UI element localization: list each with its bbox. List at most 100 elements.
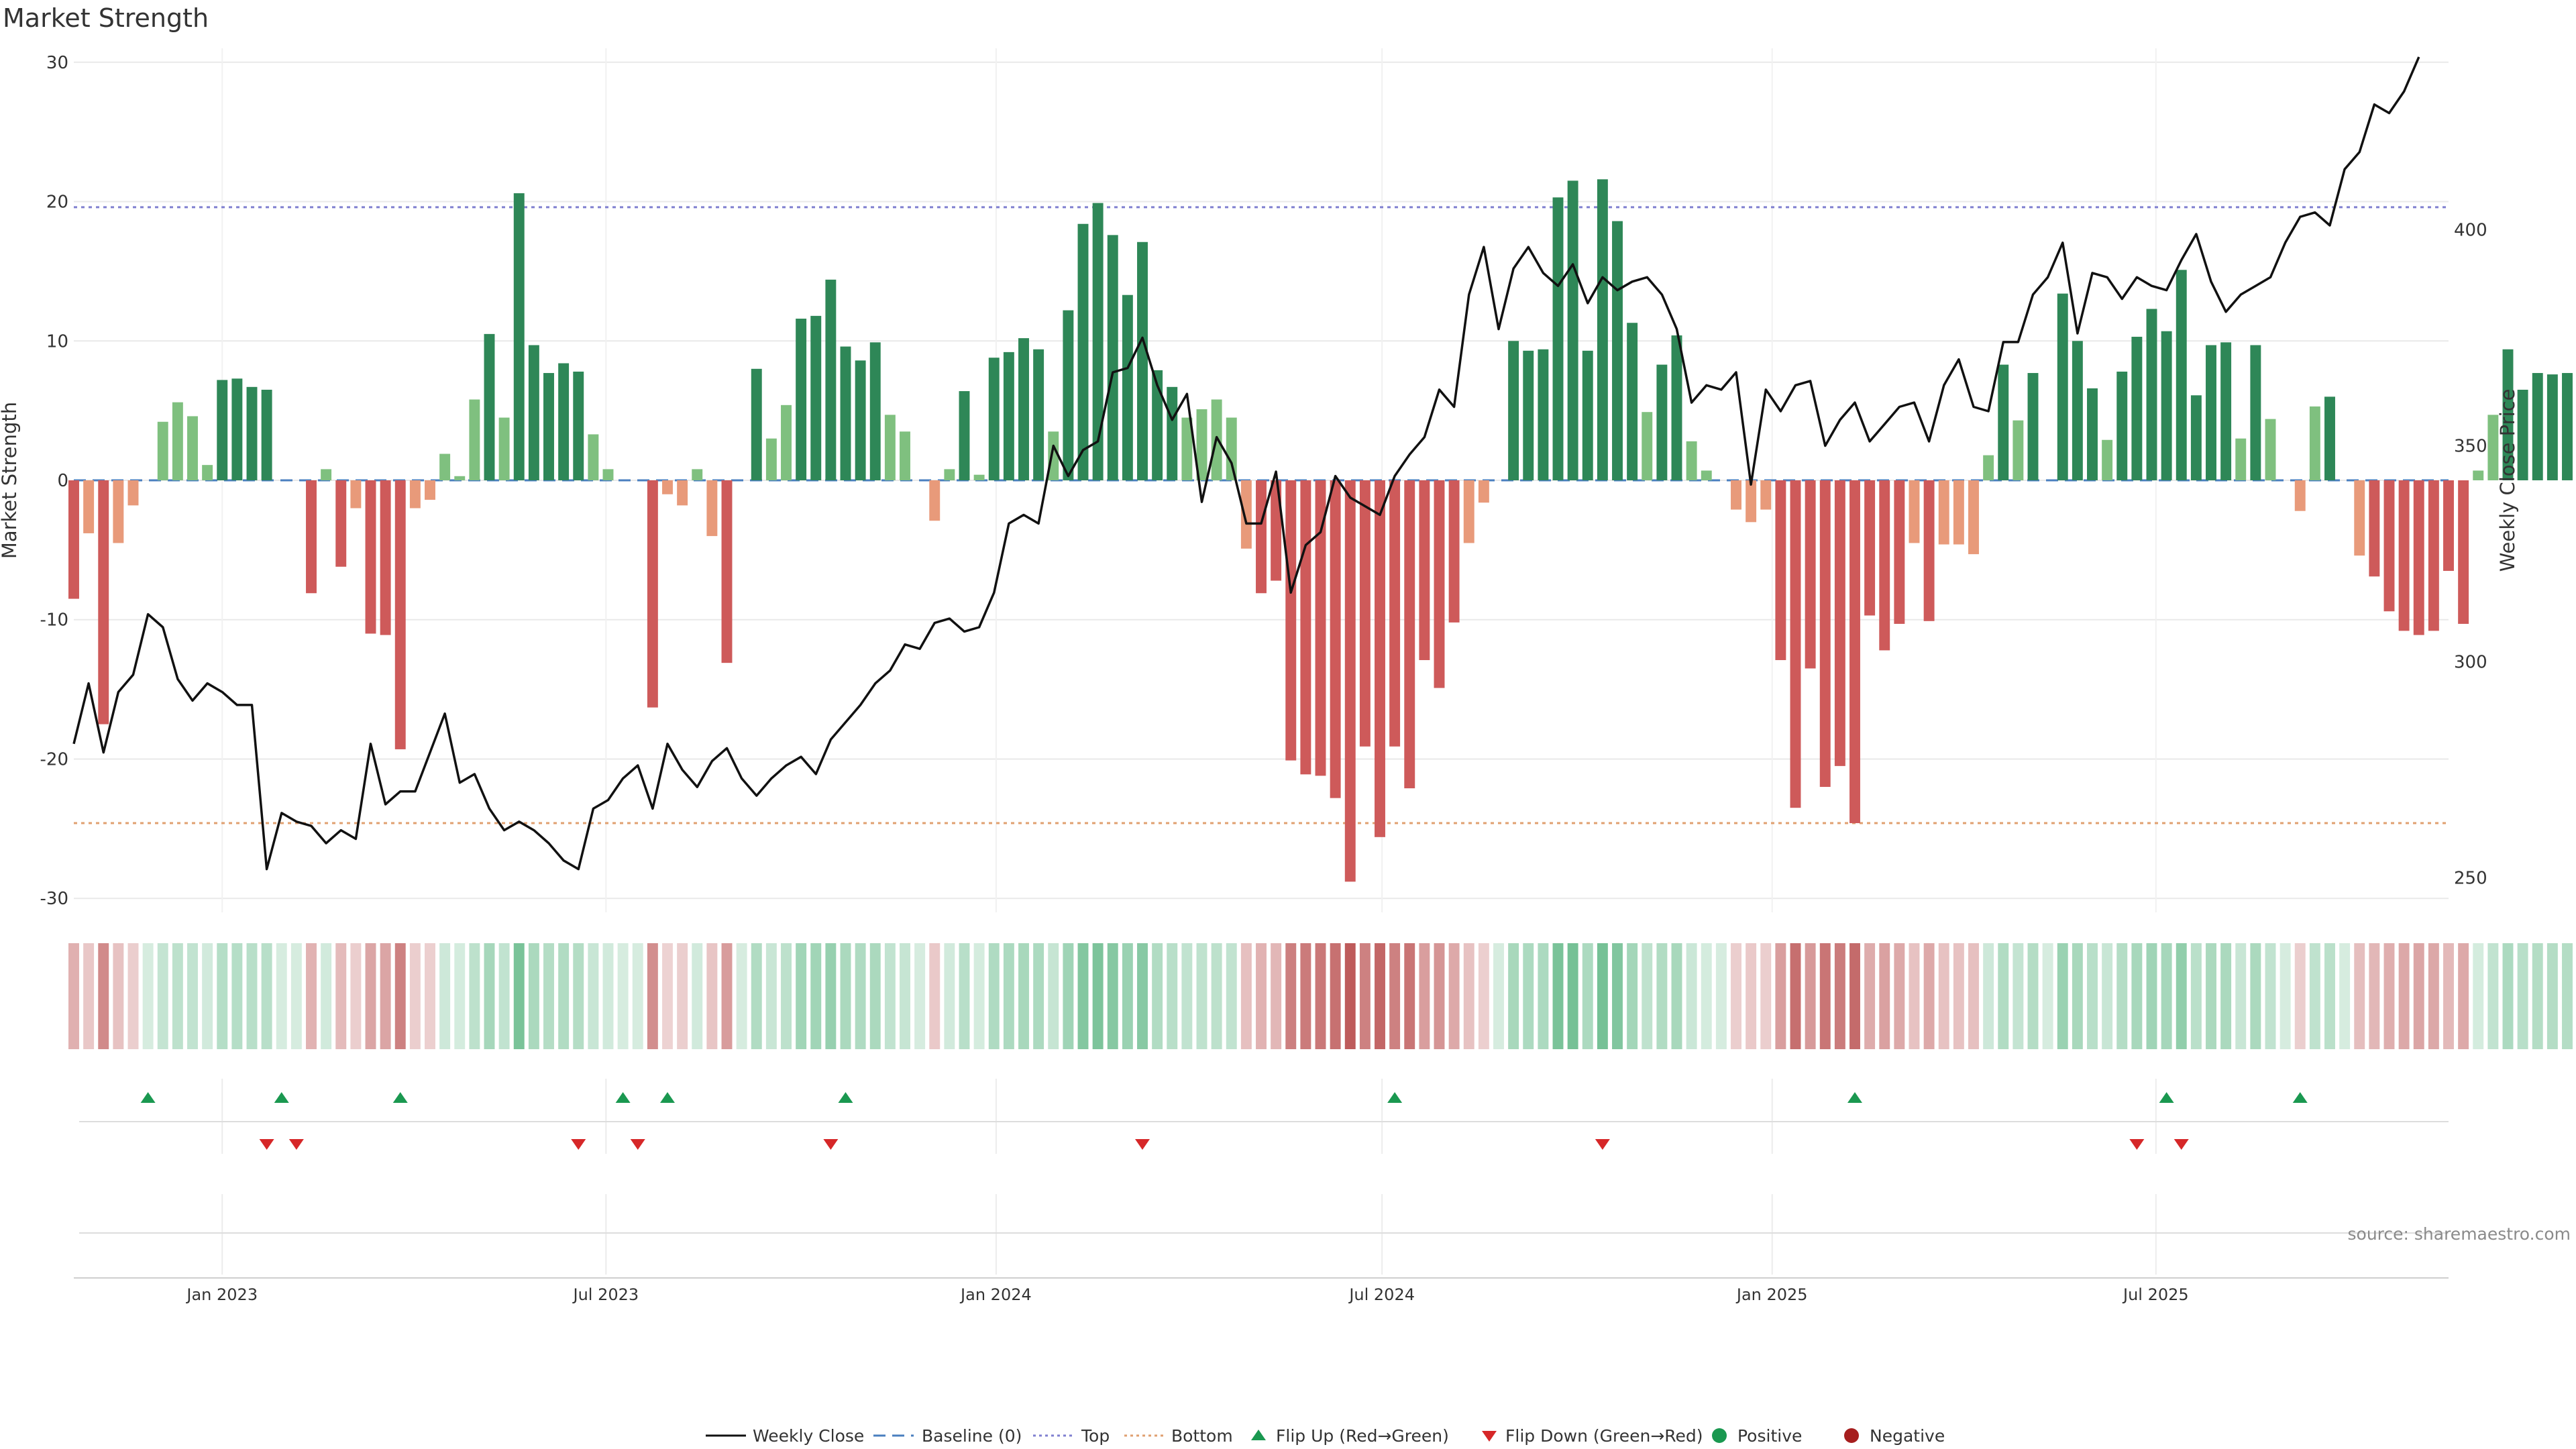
heat-cell <box>2458 943 2469 1049</box>
heat-cell <box>796 943 807 1049</box>
heat-cell <box>558 943 570 1049</box>
heat-cell <box>1344 943 1356 1049</box>
strength-bar <box>721 480 733 663</box>
y-tick-label: -10 <box>40 610 68 631</box>
heat-cell <box>187 943 198 1049</box>
legend-positive: Positive <box>1737 1426 1802 1446</box>
strength-bar <box>231 378 243 480</box>
heat-cell <box>1256 943 1267 1049</box>
heat-cell <box>350 943 362 1049</box>
flip-down-marker <box>1595 1139 1610 1150</box>
heat-cell <box>1092 943 1104 1049</box>
legend-negative-swatch <box>1844 1428 1859 1443</box>
heat-cell <box>513 943 525 1049</box>
heat-cell <box>1419 943 1430 1049</box>
strength-bar <box>1953 480 1964 545</box>
heat-cell <box>2324 943 2335 1049</box>
heat-cell <box>736 943 747 1049</box>
heat-cell <box>2190 943 2202 1049</box>
strength-bar <box>810 315 822 480</box>
strength-bar <box>261 389 272 480</box>
strength-bar <box>1760 480 1772 510</box>
heat-cell <box>246 943 258 1049</box>
strength-bar <box>855 360 866 480</box>
heat-cell <box>1805 943 1816 1049</box>
heat-cell <box>855 943 866 1049</box>
heat-cell <box>1271 943 1282 1049</box>
strength-bar <box>2398 480 2410 631</box>
heat-cell <box>2443 943 2454 1049</box>
heat-cell <box>1731 943 1741 1049</box>
strength-bar <box>840 346 851 480</box>
heat-cell <box>1508 943 1519 1049</box>
legend-top: Top <box>1081 1426 1110 1446</box>
heat-cell <box>1404 943 1415 1049</box>
strength-bar <box>1938 480 1949 545</box>
heat-cell <box>1330 943 1341 1049</box>
strength-bar <box>944 469 955 480</box>
heat-cell <box>944 943 955 1049</box>
strength-bar <box>2102 439 2113 480</box>
heat-cell <box>2413 943 2424 1049</box>
flip-down-marker <box>1135 1139 1150 1150</box>
strength-bar <box>1849 480 1860 824</box>
source-note: source: sharemaestro.com <box>2348 1224 2571 1244</box>
heat-cell <box>2042 943 2053 1049</box>
strength-bar <box>1923 480 1935 621</box>
heat-cell <box>677 943 688 1049</box>
strength-bar <box>83 480 95 533</box>
heat-cell <box>706 943 718 1049</box>
heat-cell <box>142 943 154 1049</box>
heat-cell <box>2220 943 2232 1049</box>
strength-bar <box>380 480 391 635</box>
flip-up-marker <box>2292 1092 2308 1103</box>
strength-bar <box>959 391 970 480</box>
heat-cell <box>1923 943 1935 1049</box>
heat-cell <box>1642 943 1653 1049</box>
strength-bar <box>2206 345 2216 480</box>
legend-flip-up: Flip Up (Red→Green) <box>1276 1426 1449 1446</box>
strength-bar <box>1671 335 1682 480</box>
regime-heatstrip <box>68 943 2573 1049</box>
strength-bar <box>2161 331 2172 480</box>
strength-bar <box>1434 480 1445 688</box>
heat-cell <box>884 943 896 1049</box>
strength-bar <box>1463 480 1474 543</box>
strength-bar <box>900 431 910 480</box>
heat-cell <box>261 943 272 1049</box>
strength-bar <box>246 386 258 480</box>
heat-cell <box>2057 943 2068 1049</box>
strength-bar <box>796 319 807 480</box>
heat-cell <box>662 943 673 1049</box>
strength-bar <box>1389 480 1401 747</box>
heat-cell <box>2146 943 2157 1049</box>
heat-cell <box>113 943 124 1049</box>
heat-cell <box>900 943 910 1049</box>
y2-tick-label: 300 <box>2454 652 2487 672</box>
heat-cell <box>588 943 599 1049</box>
strength-bar <box>1864 480 1876 616</box>
strength-bar <box>113 480 124 543</box>
heat-cell <box>1775 943 1786 1049</box>
heat-cell <box>988 943 1000 1049</box>
heat-cell <box>2087 943 2098 1049</box>
heat-cell <box>1656 943 1668 1049</box>
strength-bar <box>498 417 510 480</box>
flip-up-marker <box>2159 1092 2174 1103</box>
strength-bar <box>1552 197 1564 480</box>
strength-bar <box>1375 480 1385 837</box>
strength-bar <box>1834 480 1845 766</box>
heat-cell <box>2294 943 2306 1049</box>
heat-cell <box>290 943 302 1049</box>
heat-cell <box>1048 943 1059 1049</box>
y2-tick-label: 350 <box>2454 436 2487 456</box>
heat-cell <box>765 943 777 1049</box>
strength-bar <box>2235 438 2247 480</box>
heat-cell <box>2562 943 2573 1049</box>
flip-up-marker <box>615 1092 631 1103</box>
strength-bar <box>1538 349 1549 480</box>
strength-bar <box>1582 350 1593 480</box>
heat-cell <box>1077 943 1089 1049</box>
strength-bar <box>2443 480 2454 572</box>
strength-bar <box>2012 420 2024 480</box>
